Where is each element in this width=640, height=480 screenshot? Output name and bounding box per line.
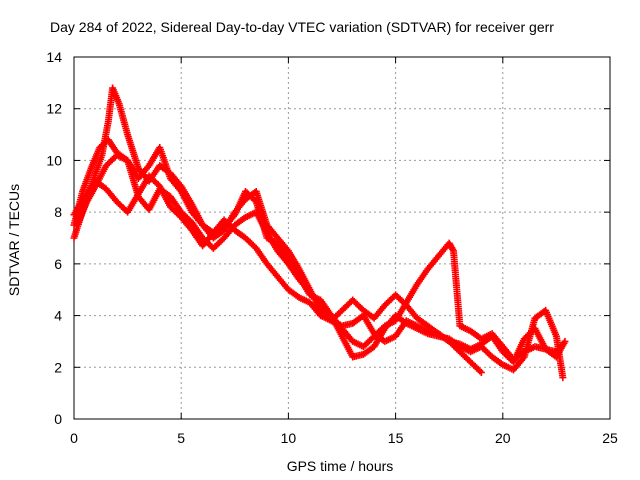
data-point xyxy=(476,367,484,375)
series-3 xyxy=(74,151,567,382)
grid-lines xyxy=(74,57,610,419)
x-tick-label: 0 xyxy=(70,430,78,446)
series-2 xyxy=(70,136,567,364)
data-point xyxy=(559,374,567,382)
y-tick-label: 0 xyxy=(54,411,62,427)
plot-frame xyxy=(73,56,611,420)
x-tick-label: 15 xyxy=(388,430,404,446)
y-tick-label: 6 xyxy=(54,256,62,272)
x-tick-label: 10 xyxy=(281,430,297,446)
chart-title: Day 284 of 2022, Sidereal Day-to-day VTE… xyxy=(50,19,554,35)
x-tick-label: 20 xyxy=(495,430,511,446)
y-axis-label: SDTVAR / TECUs xyxy=(6,184,22,296)
y-tick-labels: 0 2 4 6 8 10 12 14 xyxy=(46,49,62,427)
y-tick-label: 8 xyxy=(54,204,62,220)
data-points xyxy=(70,84,569,382)
y-tick-label: 2 xyxy=(54,359,62,375)
x-axis-label: GPS time / hours xyxy=(287,458,394,474)
x-tick-labels: 0 5 10 15 20 25 xyxy=(70,430,618,446)
axis-ticks xyxy=(73,56,611,420)
x-tick-label: 25 xyxy=(602,430,618,446)
y-tick-label: 4 xyxy=(54,308,62,324)
y-tick-label: 14 xyxy=(46,49,62,65)
data-point xyxy=(561,337,569,345)
x-tick-label: 5 xyxy=(177,430,185,446)
data-point xyxy=(477,368,485,376)
y-tick-label: 10 xyxy=(46,152,62,168)
series-4 xyxy=(70,172,569,366)
y-tick-label: 12 xyxy=(46,101,62,117)
